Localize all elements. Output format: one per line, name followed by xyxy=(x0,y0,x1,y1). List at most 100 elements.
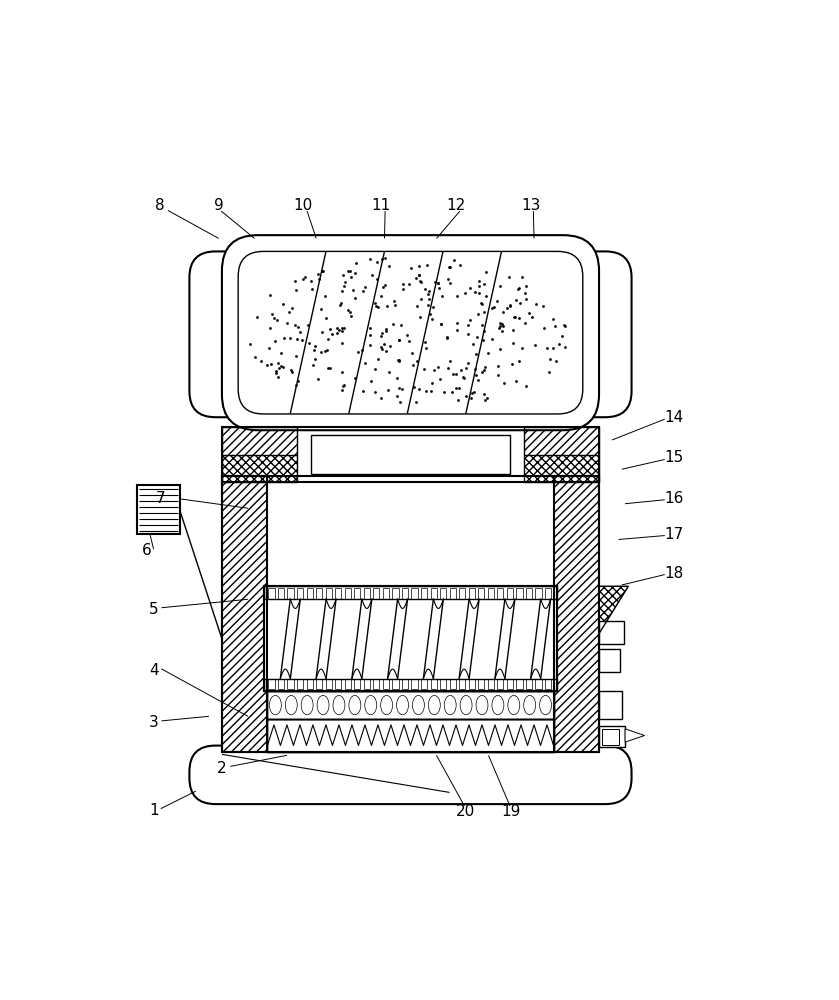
Point xyxy=(435,288,449,304)
Point xyxy=(419,334,432,350)
Point xyxy=(374,390,388,406)
Bar xyxy=(268,691,554,719)
Point xyxy=(336,267,350,283)
Point xyxy=(434,316,447,332)
Point xyxy=(312,271,326,287)
Bar xyxy=(421,588,427,599)
Point xyxy=(372,351,385,367)
Point xyxy=(315,324,328,340)
Point xyxy=(358,279,372,295)
Ellipse shape xyxy=(460,695,472,715)
Point xyxy=(445,384,458,400)
Point xyxy=(539,340,553,356)
Point xyxy=(320,342,334,358)
Text: 8: 8 xyxy=(155,198,165,213)
Point xyxy=(396,281,409,297)
Point xyxy=(508,309,521,325)
Point xyxy=(427,362,440,378)
Point xyxy=(414,274,428,290)
Point xyxy=(475,317,488,333)
Point xyxy=(485,300,498,316)
Point xyxy=(356,283,369,299)
Bar xyxy=(450,588,456,599)
Point xyxy=(412,267,425,283)
Point xyxy=(472,285,485,301)
Point xyxy=(371,271,384,287)
Point xyxy=(274,358,288,374)
Point xyxy=(289,317,302,333)
Point xyxy=(558,318,571,334)
Point xyxy=(492,320,506,336)
Bar xyxy=(599,691,622,719)
Point xyxy=(291,373,305,389)
Point xyxy=(348,290,362,306)
Point xyxy=(388,297,402,313)
Point xyxy=(335,364,348,380)
Ellipse shape xyxy=(301,695,313,715)
Point xyxy=(482,345,495,361)
Point xyxy=(337,320,351,336)
Point xyxy=(276,359,289,375)
Point xyxy=(519,378,533,394)
Point xyxy=(552,336,565,352)
Point xyxy=(425,311,439,327)
Bar xyxy=(268,588,274,599)
Point xyxy=(536,298,550,314)
Point xyxy=(376,325,389,341)
Point xyxy=(414,291,428,307)
Point xyxy=(463,312,477,328)
Ellipse shape xyxy=(445,695,456,715)
Bar xyxy=(393,679,399,689)
Point xyxy=(463,280,477,296)
Point xyxy=(477,276,490,292)
Point xyxy=(368,295,382,311)
Point xyxy=(382,382,395,398)
Point xyxy=(282,304,295,320)
Bar xyxy=(264,679,557,691)
Point xyxy=(418,361,431,377)
Point xyxy=(396,276,409,292)
Bar xyxy=(278,588,284,599)
Point xyxy=(512,281,525,297)
Point xyxy=(264,356,278,372)
Point xyxy=(479,264,492,280)
Point xyxy=(454,362,467,378)
Point xyxy=(478,392,492,408)
Point xyxy=(410,298,424,314)
Bar xyxy=(498,588,503,599)
Bar xyxy=(498,679,503,689)
Point xyxy=(333,297,347,313)
Point xyxy=(449,366,462,382)
Point xyxy=(467,384,481,400)
Bar xyxy=(393,588,399,599)
Bar xyxy=(545,588,551,599)
Point xyxy=(434,371,447,387)
Text: 12: 12 xyxy=(446,198,466,213)
Point xyxy=(337,377,351,393)
Bar xyxy=(459,588,466,599)
Point xyxy=(343,263,357,279)
Point xyxy=(268,333,282,349)
Point xyxy=(323,321,336,337)
Point xyxy=(308,351,321,367)
Point xyxy=(440,330,453,346)
Point xyxy=(503,297,517,313)
Point xyxy=(251,309,264,325)
Bar xyxy=(268,691,554,719)
FancyBboxPatch shape xyxy=(238,251,583,414)
Point xyxy=(341,263,355,279)
Point xyxy=(413,309,426,325)
Bar xyxy=(383,679,389,689)
Ellipse shape xyxy=(333,695,345,715)
Point xyxy=(406,357,420,373)
Point xyxy=(336,283,349,299)
Bar xyxy=(221,476,268,752)
Text: 20: 20 xyxy=(456,804,476,819)
Point xyxy=(260,357,274,373)
Point xyxy=(459,360,472,376)
Point xyxy=(492,358,505,374)
Point xyxy=(492,367,505,383)
Point xyxy=(466,336,480,352)
Point xyxy=(402,276,415,292)
Ellipse shape xyxy=(365,695,377,715)
